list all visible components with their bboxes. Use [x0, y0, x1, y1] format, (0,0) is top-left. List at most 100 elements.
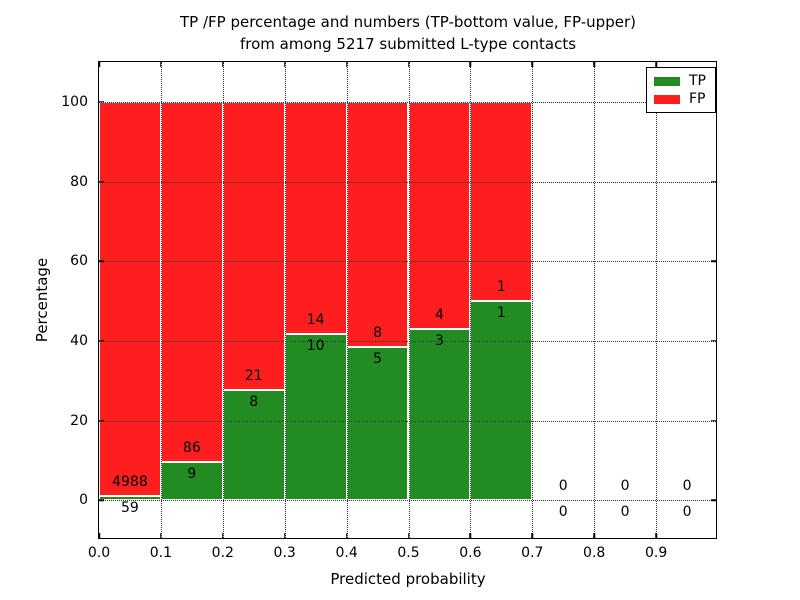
bar-segment-fp — [284, 101, 347, 335]
y-tick-mark — [99, 180, 104, 183]
x-tick-mark-top — [531, 62, 534, 67]
x-tick-label: 0.7 — [521, 545, 544, 561]
bar-segment-fp — [160, 101, 223, 463]
y-axis-label: Percentage — [33, 257, 51, 343]
gridline-vertical — [656, 62, 658, 538]
legend-label: TP — [689, 73, 706, 89]
tp-count-label: 9 — [187, 466, 197, 483]
x-tick-mark — [655, 533, 657, 538]
gridline-vertical — [594, 62, 596, 538]
x-tick-mark — [160, 533, 162, 538]
chart-title-line1: TP /FP percentage and numbers (TP-bottom… — [180, 13, 636, 31]
chart-title-line2: from among 5217 submitted L-type contact… — [239, 35, 577, 53]
gridline-vertical — [532, 62, 534, 538]
x-tick-mark-top — [345, 62, 348, 67]
gridline-vertical — [222, 62, 224, 538]
fp-count-label: 0 — [682, 478, 692, 495]
x-tick-mark — [593, 533, 595, 538]
fp-legend-swatch — [654, 94, 680, 104]
bar-segment-tp — [99, 495, 161, 501]
y-tick-mark — [99, 499, 104, 501]
bar-segment-tp — [284, 334, 347, 501]
bar-segment-fp — [408, 101, 471, 330]
y-tick-mark — [99, 419, 104, 422]
legend-row: TP — [654, 74, 711, 88]
tp-count-label: 8 — [249, 394, 259, 411]
chart-title: TP /FP percentage and numbers (TP-bottom… — [98, 11, 718, 55]
fp-count-label: 0 — [558, 478, 568, 495]
x-tick-label: 0.6 — [459, 545, 482, 561]
x-tick-mark-top — [407, 62, 410, 67]
x-tick-mark-top — [469, 62, 472, 67]
x-tick-label: 0.9 — [644, 545, 668, 561]
legend-row: FP — [654, 92, 711, 106]
y-tick-mark-right — [711, 419, 716, 422]
fp-count-label: 0 — [620, 478, 630, 495]
legend-label: FP — [689, 91, 706, 107]
y-tick-label: 60 — [70, 253, 88, 270]
gridline-vertical — [346, 62, 348, 538]
y-tick-label: 80 — [70, 173, 88, 190]
y-tick-label: 20 — [70, 412, 88, 429]
fp-count-label: 1 — [496, 279, 506, 295]
x-tick-mark-top — [222, 62, 224, 67]
x-tick-mark-top — [160, 62, 162, 67]
x-tick-label: 0.2 — [211, 545, 234, 561]
tp-count-label: 10 — [306, 338, 325, 355]
fp-count-label: 4988 — [112, 473, 148, 490]
gridline-horizontal — [99, 500, 716, 502]
x-tick-label: 0.1 — [149, 545, 173, 561]
x-tick-mark — [283, 533, 286, 538]
tp-count-label: 0 — [558, 504, 568, 521]
bar-segment-tp — [160, 462, 223, 501]
bar-segment-fp — [99, 101, 161, 496]
fp-count-label: 14 — [306, 312, 325, 329]
gridline-vertical — [470, 62, 472, 538]
bar-segment-fp — [222, 101, 285, 391]
x-tick-mark-top — [283, 62, 286, 67]
x-tick-label: 0.5 — [397, 545, 420, 561]
tp-count-label: 5 — [373, 350, 383, 367]
tp-count-label: 0 — [620, 504, 630, 521]
x-tick-label: 0.3 — [273, 545, 296, 561]
x-tick-label: 0.4 — [335, 545, 358, 561]
y-tick-mark-right — [711, 340, 716, 342]
tp-count-label: 0 — [682, 504, 692, 521]
fp-count-label: 4 — [434, 307, 444, 324]
gridline-horizontal — [99, 420, 716, 422]
bar-segment-fp — [346, 101, 409, 347]
x-tick-mark-top — [655, 62, 657, 67]
x-tick-mark — [531, 533, 534, 538]
x-tick-mark — [98, 533, 100, 538]
bar-segment-tp — [346, 346, 409, 501]
y-tick-mark — [99, 101, 104, 103]
gridline-horizontal — [99, 340, 716, 342]
y-tick-mark-right — [711, 499, 716, 501]
y-tick-mark — [99, 340, 104, 342]
gridline-horizontal — [99, 101, 716, 103]
legend: TP FP — [646, 67, 716, 113]
plot-area: 4988 59 86 9 21 8 14 10 8 5 4 3 1 1 0 0 0 0 0 0 0.0 0.1 0.2 0.3… — [61, 61, 717, 561]
y-tick-mark-right — [711, 180, 716, 183]
x-tick-mark-top — [98, 62, 100, 67]
x-tick-mark-top — [593, 62, 595, 67]
y-tick-label: 40 — [70, 332, 88, 349]
x-tick-mark — [469, 533, 472, 538]
gridline-vertical — [160, 62, 162, 538]
x-axis-label: Predicted probability — [330, 570, 486, 588]
tp-count-label: 1 — [496, 305, 506, 321]
fp-count-label: 21 — [244, 368, 263, 385]
y-tick-mark-right — [711, 260, 716, 262]
bar-segment-tp — [470, 301, 533, 501]
x-tick-label: 0.8 — [583, 545, 606, 561]
x-tick-label: 0.0 — [87, 545, 111, 561]
gridline-horizontal — [99, 181, 716, 183]
x-tick-mark — [345, 533, 348, 538]
x-tick-mark — [222, 533, 224, 538]
tp-legend-swatch — [654, 76, 680, 86]
y-tick-label: 0 — [79, 492, 88, 509]
x-tick-mark — [407, 533, 410, 538]
bar-segment-tp — [408, 329, 471, 501]
y-tick-mark — [99, 260, 104, 262]
